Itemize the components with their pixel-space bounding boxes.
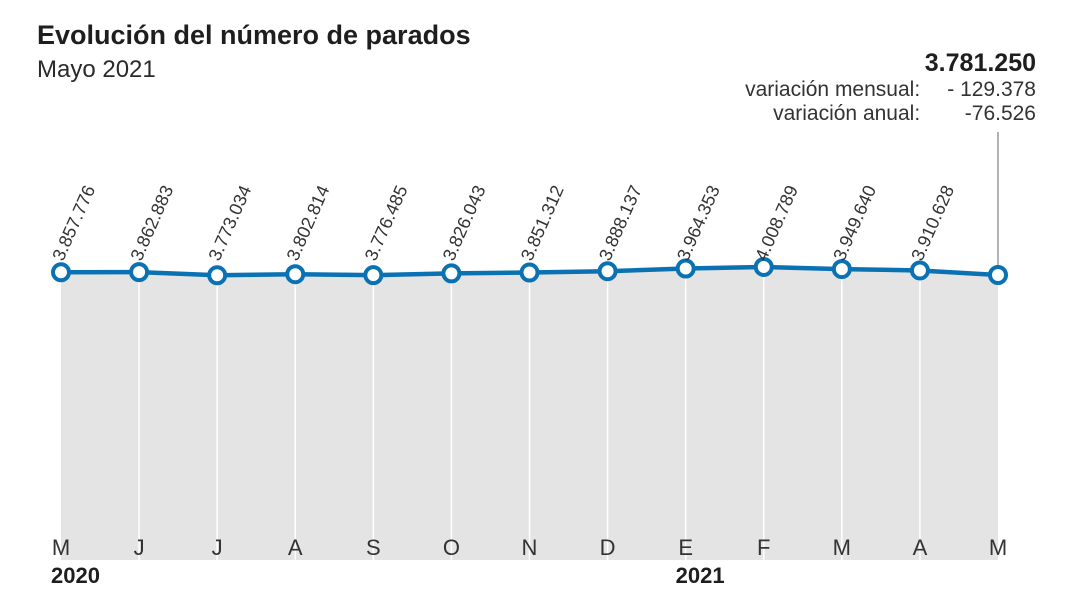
year-label: 2021 [676,563,725,588]
annual-variation-row: variación anual: -76.526 [745,102,1036,126]
year-label: 2020 [51,563,100,588]
data-label: 3.802.814 [283,182,334,263]
data-point [909,260,930,281]
data-point [831,259,852,280]
data-label: 4.008.789 [751,182,802,263]
data-label: 3.888.137 [595,182,646,263]
data-point [519,262,540,283]
monthly-variation-value: - 129.378 [947,78,1036,101]
data-point [363,265,384,286]
current-value: 3.781.250 [924,49,1036,77]
data-point [597,261,618,282]
x-tick-label: M [833,535,851,560]
summary-panel: 3.781.250 variación mensual: - 129.378 v… [745,48,1036,126]
x-tick-label: N [522,535,538,560]
data-label: 3.862.883 [126,182,177,263]
x-tick-label: M [989,535,1007,560]
x-tick-label: S [366,535,381,560]
annual-variation-value: -76.526 [964,102,1036,125]
monthly-variation-row: variación mensual: - 129.378 [745,78,1036,102]
x-tick-label: D [600,535,616,560]
x-tick-label: J [134,535,145,560]
x-tick-label: A [288,535,303,560]
data-label: 3.773.034 [205,182,256,263]
data-point [51,262,71,283]
data-label: 3.949.640 [829,182,880,263]
data-point [988,265,1008,285]
x-tick-label: A [913,535,928,560]
monthly-variation-label: variación mensual: [745,78,921,101]
x-tick-label: J [212,535,223,560]
data-label: 3.776.485 [361,182,412,263]
chart-subtitle: Mayo 2021 [37,56,156,83]
chart-title: Evolución del número de parados [37,20,471,50]
data-point [129,262,150,283]
data-label: 3.964.353 [673,182,724,263]
x-tick-label: E [678,535,693,560]
data-label: 3.826.043 [439,182,490,263]
data-label: 3.910.628 [907,182,958,263]
annual-variation-label: variación anual: [773,102,921,125]
data-label: 3.851.312 [517,182,568,263]
data-point [285,264,306,285]
x-tick-label: F [757,535,770,560]
data-point [753,256,774,277]
data-point [207,265,228,286]
data-label: 3.857.776 [48,182,99,263]
data-point [675,258,696,279]
x-tick-label: O [443,535,460,560]
x-tick-label: M [52,535,70,560]
data-point [441,263,462,284]
